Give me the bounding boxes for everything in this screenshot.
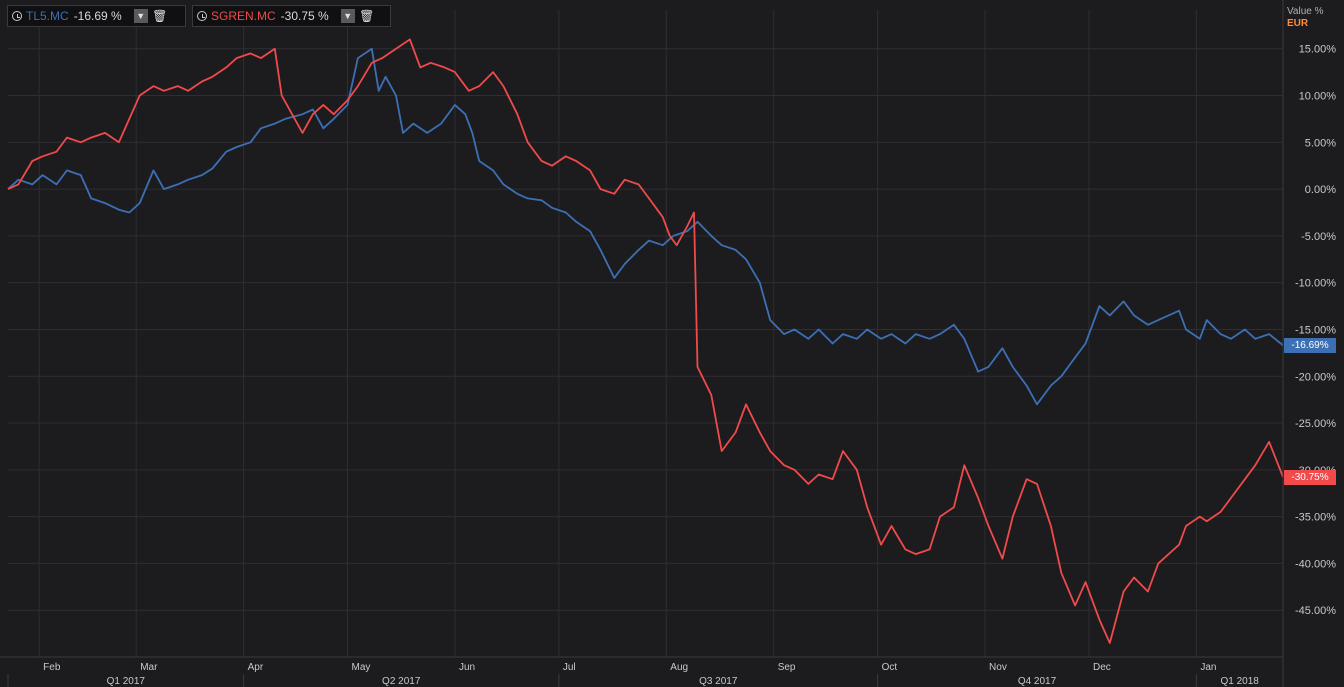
x-tick-label: Nov	[989, 662, 1007, 673]
axis-header: Value % EUR	[1287, 6, 1324, 30]
x-tick-label: Jul	[563, 662, 576, 673]
y-tick-label: 15.00%	[1299, 44, 1337, 56]
x-tick-label: Jun	[459, 662, 475, 673]
legend-symbol: SGREN.MC	[211, 9, 276, 23]
y-tick-label: -15.00%	[1295, 324, 1336, 336]
y-axis: 15.00% 10.00% 5.00% 0.00% -5.00% -10.00% -15.0…	[1282, 0, 1337, 687]
trash-icon[interactable]: 🗑	[359, 9, 375, 23]
x-tick-label: Jan	[1200, 662, 1216, 673]
y-tick-label: -10.00%	[1295, 278, 1336, 290]
legend-symbol: TL5.MC	[26, 9, 69, 23]
quarter-label: Q1 2017	[107, 676, 146, 687]
y-tick-label: -45.00%	[1295, 605, 1336, 617]
series-line-sgren-mc[interactable]	[7, 38, 1284, 644]
y-tick-label: -20.00%	[1295, 371, 1336, 383]
y-tick-label: -40.00%	[1295, 558, 1336, 570]
y-tick-label: -25.00%	[1295, 418, 1336, 430]
legend-tl5[interactable]: TL5.MC -16.69 % ▼ 🗑	[7, 5, 186, 27]
axis-unit-label: Value %	[1287, 6, 1324, 17]
x-tick-label: Apr	[248, 662, 264, 673]
x-tick-label: Dec	[1093, 662, 1111, 673]
clock-icon	[12, 11, 22, 21]
x-tick-label: Feb	[43, 662, 61, 673]
y-tick-label: 5.00%	[1305, 137, 1336, 149]
x-tick-label: Mar	[140, 662, 158, 673]
x-tick-label: Sep	[778, 662, 796, 673]
y-tick-label: 10.00%	[1299, 91, 1337, 103]
quarter-label: Q1 2018	[1221, 676, 1260, 687]
last-value-tag-tl5: -16.69%	[1284, 338, 1336, 354]
x-tick-label: May	[352, 662, 371, 673]
clock-icon	[197, 11, 207, 21]
quarter-label: Q4 2017	[1018, 676, 1057, 687]
y-tick-label: -5.00%	[1301, 231, 1336, 243]
last-value-tag-sgren: -30.75%	[1284, 469, 1336, 485]
x-axis: Feb Mar Apr May Jun Jul Aug Sep Oct Nov Dec Jan Q1 2…	[0, 656, 1283, 687]
series-line-tl5-mc[interactable]	[7, 47, 1284, 406]
quarter-label: Q3 2017	[699, 676, 738, 687]
y-tick-label: 0.00%	[1305, 184, 1336, 196]
x-tick-label: Aug	[670, 662, 688, 673]
quarter-label: Q2 2017	[382, 676, 421, 687]
y-tick-label: -35.00%	[1295, 512, 1336, 524]
chevron-down-icon[interactable]: ▼	[133, 9, 148, 23]
legend-sgren[interactable]: SGREN.MC -30.75 % ▼ 🗑	[192, 5, 391, 27]
legend-change: -30.75 %	[280, 9, 329, 23]
legend-change: -16.69 %	[73, 9, 122, 23]
x-tick-label: Oct	[882, 662, 898, 673]
trash-icon[interactable]: 🗑	[152, 9, 168, 23]
series-layer	[7, 38, 1284, 644]
currency-label: EUR	[1287, 18, 1309, 29]
grid	[8, 10, 1283, 657]
chevron-down-icon[interactable]: ▼	[340, 9, 355, 23]
